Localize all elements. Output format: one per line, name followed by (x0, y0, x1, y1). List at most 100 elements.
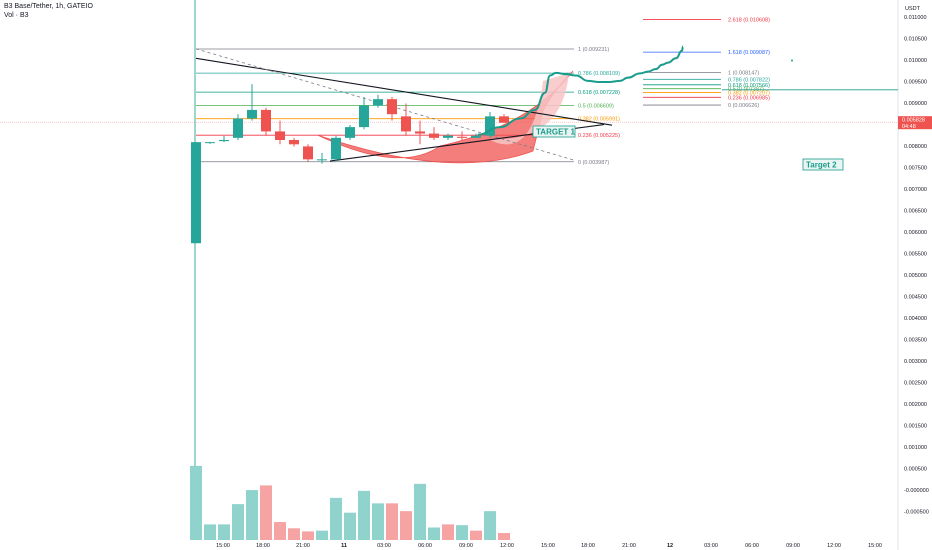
fib-extension-right[interactable]: 2.618 (0.010608) 1.618 (0.009087) 1 (0.008… (643, 17, 770, 109)
volume-bar (498, 532, 510, 540)
volume-bar (442, 524, 454, 540)
candle-body (415, 131, 425, 134)
time-tick-label: 03:00 (704, 543, 718, 549)
price-tick-label: 0.010500 (904, 37, 927, 43)
fib-extension-label: 2.618 (0.010608) (728, 17, 770, 23)
projection-path[interactable] (477, 45, 684, 136)
candle-body (331, 137, 341, 160)
current-price-tag: 0.005828 04:48 (898, 116, 932, 130)
price-tick-label: 0.003000 (904, 359, 927, 365)
price-axis-ticks[interactable]: 0.011000 0.010500 0.010000 0.009500 0.009000… (904, 15, 929, 516)
volume-bar (470, 530, 482, 540)
candle-body (387, 99, 397, 115)
fib-level-label: 1 (0.009231) (578, 47, 609, 53)
volume-bar (400, 511, 412, 540)
volume-bar (456, 525, 468, 540)
volume-bar (358, 490, 370, 540)
price-tick-label: 0.008000 (904, 144, 927, 150)
volume-bar (372, 503, 384, 540)
fib-level-label: 0.5 (0.006609) (578, 103, 614, 109)
symbol-title[interactable]: B3 Base/Tether, 1h, GATEIO (4, 3, 93, 10)
price-tick-label: 0.005500 (904, 252, 927, 258)
time-tick-label: 12:00 (827, 543, 841, 549)
candle-body (219, 140, 229, 142)
volume-bars (190, 465, 510, 540)
time-tick-label: 12:00 (500, 543, 514, 549)
currency-label: USDT (905, 6, 921, 12)
volume-bar (386, 503, 398, 540)
marker-dot (791, 59, 793, 62)
time-tick-label: 06:00 (418, 543, 432, 549)
fib-level-label: 0.786 (0.008109) (578, 71, 620, 77)
candle-body (401, 116, 411, 132)
fib-level-label: 0 (0.003987) (578, 160, 609, 166)
time-tick-label: 18:00 (256, 543, 270, 549)
fib-extension-label: 0 (0.006626) (728, 103, 759, 109)
fib-extension-label: 0.236 (0.006985) (728, 95, 770, 101)
candle-body (303, 146, 313, 160)
candle-body (317, 159, 327, 161)
target2-box (802, 158, 844, 171)
price-tick-label: 0.011000 (904, 15, 927, 21)
target1-text: TARGET 1 (536, 128, 576, 137)
price-tick-label: 0.002000 (904, 402, 927, 408)
time-tick-label: 21:00 (622, 543, 636, 549)
price-tick-label: 0.004000 (904, 316, 927, 322)
price-tick-label: -0.000500 (904, 510, 929, 516)
price-tick-label: 0.009000 (904, 101, 927, 107)
parabolic-cup-pattern[interactable] (317, 70, 574, 164)
time-axis-ticks[interactable]: 15:00 18:00 21:00 11 03:00 06:00 09:00 12:00 15:… (216, 543, 882, 549)
price-tick-label: 0.007500 (904, 166, 927, 172)
candle-body (471, 135, 481, 138)
volume-bar (190, 465, 202, 540)
time-tick-label: 15:00 (868, 543, 882, 549)
candle-body (233, 118, 243, 138)
time-tick-label: 12 (667, 543, 673, 549)
volume-bar (204, 524, 216, 540)
time-tick-label: 06:00 (745, 543, 759, 549)
candle-body (443, 135, 453, 138)
price-tick-label: 0.007000 (904, 187, 927, 193)
volume-bar (414, 483, 426, 540)
volume-bar (246, 490, 258, 540)
fib-level-label: 0.236 (0.005225) (578, 133, 620, 139)
price-tick-label: 0.006500 (904, 209, 927, 215)
candle-body (261, 109, 271, 132)
price-tick-label: 0.001000 (904, 445, 927, 451)
fib-level-label: 0.382 (0.005991) (578, 117, 620, 123)
candle-body (499, 116, 509, 123)
fib-extension-label: 0.618 (0.007566) (728, 83, 770, 89)
candle-body (205, 142, 215, 144)
candle-countdown: 04:48 (902, 124, 916, 130)
volume-bar (232, 504, 244, 540)
volume-bar (344, 512, 356, 540)
candlesticks[interactable] (191, 84, 509, 244)
price-tick-label: 0.009500 (904, 80, 927, 86)
target1-box (532, 125, 576, 138)
volume-legend[interactable]: Vol · B3 (4, 12, 29, 19)
candle-body (345, 127, 355, 138)
volume-bar (260, 485, 272, 540)
target2-label[interactable]: Target 2 (802, 158, 844, 171)
fib-extension-label: 0.786 (0.007822) (728, 77, 770, 83)
time-tick-label: 15:00 (216, 543, 230, 549)
price-tick-label: 0.006000 (904, 230, 927, 236)
candle-body (359, 105, 369, 128)
price-tick-label: 0.002500 (904, 381, 927, 387)
dashed-trendline[interactable] (195, 48, 576, 161)
current-price-tag-bg (898, 116, 932, 130)
time-tick-label: 21:00 (296, 543, 310, 549)
fib-extension-label: 0.382 (0.007207) (728, 91, 770, 97)
volume-bar (484, 511, 496, 540)
volume-bar (316, 530, 328, 540)
candle-body (485, 116, 495, 136)
candle-body (247, 109, 257, 119)
price-tick-label: 0.003500 (904, 338, 927, 344)
time-tick-label: 15:00 (541, 543, 555, 549)
volume-bar (428, 527, 440, 540)
candle-body (429, 133, 439, 138)
candle-body (373, 99, 383, 106)
target1-label[interactable]: TARGET 1 (532, 125, 576, 138)
volume-bar (274, 522, 286, 540)
